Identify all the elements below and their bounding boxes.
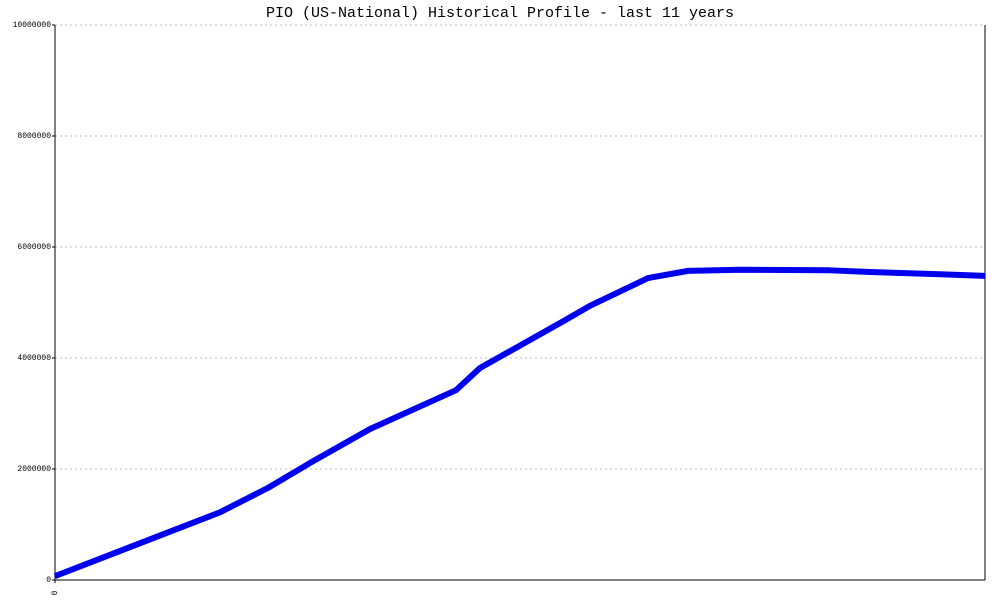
y-tick-label: 8000000	[17, 132, 51, 141]
line-series	[53, 266, 986, 579]
y-tick-label: 10000000	[13, 21, 52, 30]
chart-title: PIO (US-National) Historical Profile - l…	[266, 5, 734, 22]
y-tick-label: 0	[46, 576, 51, 585]
y-tick-label: 4000000	[17, 354, 51, 363]
y-tick-label: 2000000	[17, 465, 51, 474]
y-tick-label: 6000000	[17, 243, 51, 252]
x-tick-label: 0	[51, 590, 60, 595]
